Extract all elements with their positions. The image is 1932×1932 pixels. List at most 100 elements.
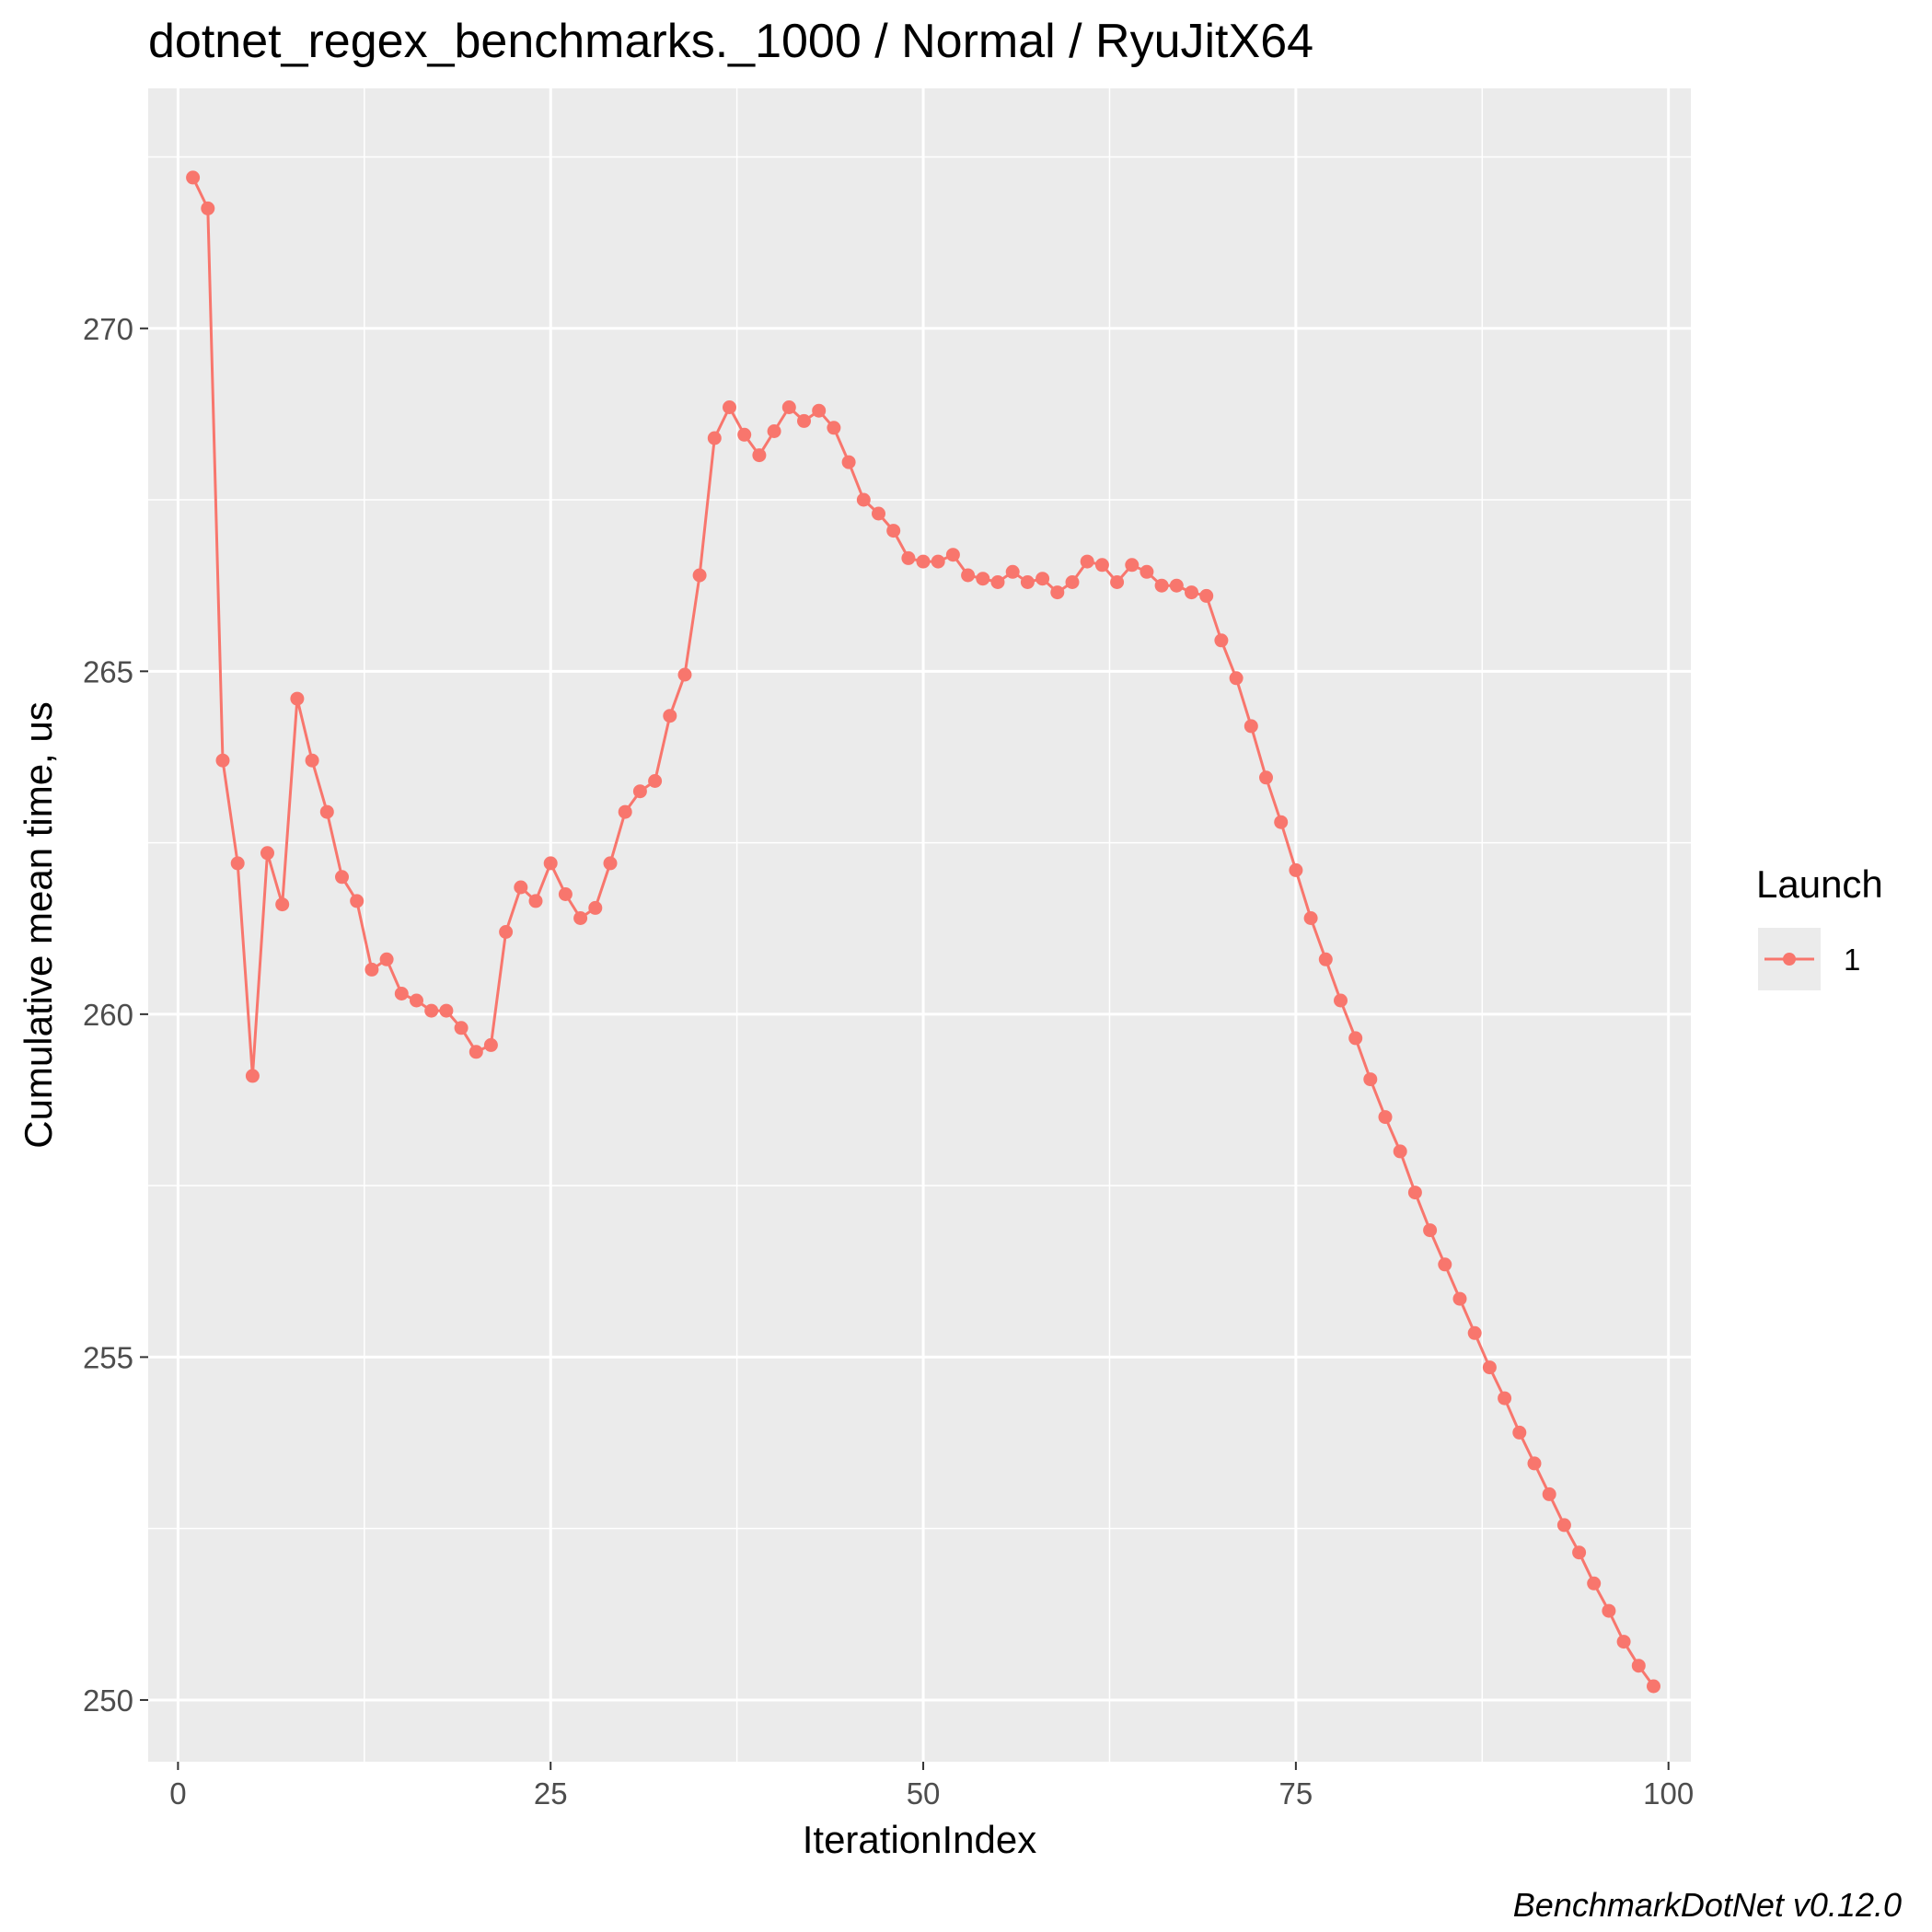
y-tick-label: 250 [83, 1683, 133, 1718]
data-point [1274, 815, 1289, 829]
data-point [275, 897, 290, 912]
data-point [469, 1045, 483, 1059]
data-point [841, 455, 856, 469]
data-point [1214, 633, 1229, 648]
data-point [1467, 1325, 1482, 1340]
y-tick-label: 270 [83, 312, 133, 346]
data-point [1035, 572, 1050, 586]
data-point [1348, 1031, 1363, 1046]
data-point [1587, 1576, 1602, 1591]
data-point [976, 572, 990, 586]
data-point [335, 870, 349, 885]
y-tick-labels: 250 255 260 265 270 [83, 312, 133, 1718]
data-point [931, 554, 945, 569]
data-point [781, 400, 796, 414]
data-point [305, 753, 319, 768]
data-point [1125, 558, 1140, 573]
data-point [1407, 1186, 1422, 1200]
data-point [1452, 1291, 1467, 1306]
data-point [1647, 1679, 1660, 1694]
data-point [1110, 575, 1125, 589]
data-point [230, 856, 245, 871]
data-point [1244, 719, 1258, 734]
data-point [1512, 1425, 1527, 1440]
x-tick-label: 100 [1643, 1776, 1694, 1811]
data-point [677, 667, 692, 682]
data-point [692, 568, 707, 583]
y-tick-label: 265 [83, 654, 133, 688]
data-point [1542, 1487, 1556, 1501]
x-tick-label: 50 [907, 1776, 941, 1811]
grid-major [148, 88, 1691, 1762]
data-point [186, 170, 201, 185]
data-point [1094, 558, 1109, 573]
data-point [558, 887, 573, 901]
data-point [1556, 1518, 1571, 1533]
data-point [1065, 575, 1080, 589]
y-tick-label: 255 [83, 1340, 133, 1374]
data-point [260, 846, 274, 861]
x-tick-label: 75 [1279, 1776, 1313, 1811]
data-point [379, 952, 394, 966]
data-point [543, 856, 558, 871]
x-tick-label: 25 [534, 1776, 568, 1811]
data-point [424, 1003, 439, 1018]
data-point [752, 448, 767, 463]
series-layer [186, 170, 1660, 1694]
data-point [797, 413, 811, 428]
data-point [1438, 1257, 1452, 1272]
data-point [1482, 1360, 1497, 1375]
data-point [1363, 1072, 1378, 1087]
data-point [618, 804, 632, 819]
y-axis-title: Cumulative mean time, us [17, 701, 60, 1149]
x-tick-label: 0 [169, 1776, 186, 1811]
data-point [514, 880, 528, 895]
data-point [1185, 585, 1198, 600]
data-point [707, 431, 722, 445]
data-point [1334, 993, 1348, 1008]
data-point [1020, 575, 1035, 589]
data-point [648, 774, 663, 788]
data-point [723, 400, 736, 414]
data-point [290, 691, 305, 706]
y-tick-label: 260 [83, 998, 133, 1032]
data-point [573, 911, 588, 925]
data-point [1378, 1110, 1393, 1125]
data-point [1572, 1545, 1587, 1560]
data-point [1080, 554, 1094, 569]
grid-minor [148, 88, 1691, 1762]
data-point [394, 987, 409, 1001]
data-point [439, 1003, 454, 1018]
caption: BenchmarkDotNet v0.12.0 [1513, 1886, 1902, 1924]
legend-entry-label: 1 [1844, 943, 1860, 977]
x-axis-title: IterationIndex [803, 1818, 1037, 1861]
axis-ticks [140, 327, 1670, 1770]
data-point [990, 575, 1005, 589]
data-point [201, 201, 215, 215]
data-point [901, 550, 916, 565]
data-point [1169, 578, 1184, 593]
data-point [245, 1069, 260, 1083]
data-point [827, 421, 841, 435]
legend: Launch 1 [1756, 862, 1883, 990]
data-point [1303, 911, 1318, 925]
x-tick-labels: 0 25 50 75 100 [169, 1776, 1694, 1811]
data-point [1318, 952, 1333, 966]
data-point [1423, 1223, 1438, 1238]
data-point [588, 900, 603, 915]
chart-title: dotnet_regex_benchmarks._1000 / Normal /… [148, 15, 1313, 68]
data-point [350, 894, 364, 908]
data-point [1498, 1391, 1512, 1406]
data-point [1393, 1144, 1407, 1159]
data-point [1140, 564, 1154, 579]
data-point [319, 804, 334, 819]
data-point [1199, 588, 1214, 603]
data-point [215, 753, 230, 768]
data-point [767, 424, 781, 438]
legend-key-point [1783, 953, 1796, 966]
legend-title: Launch [1756, 862, 1883, 906]
data-point [812, 403, 827, 418]
data-point [454, 1021, 469, 1035]
data-point [916, 554, 931, 569]
